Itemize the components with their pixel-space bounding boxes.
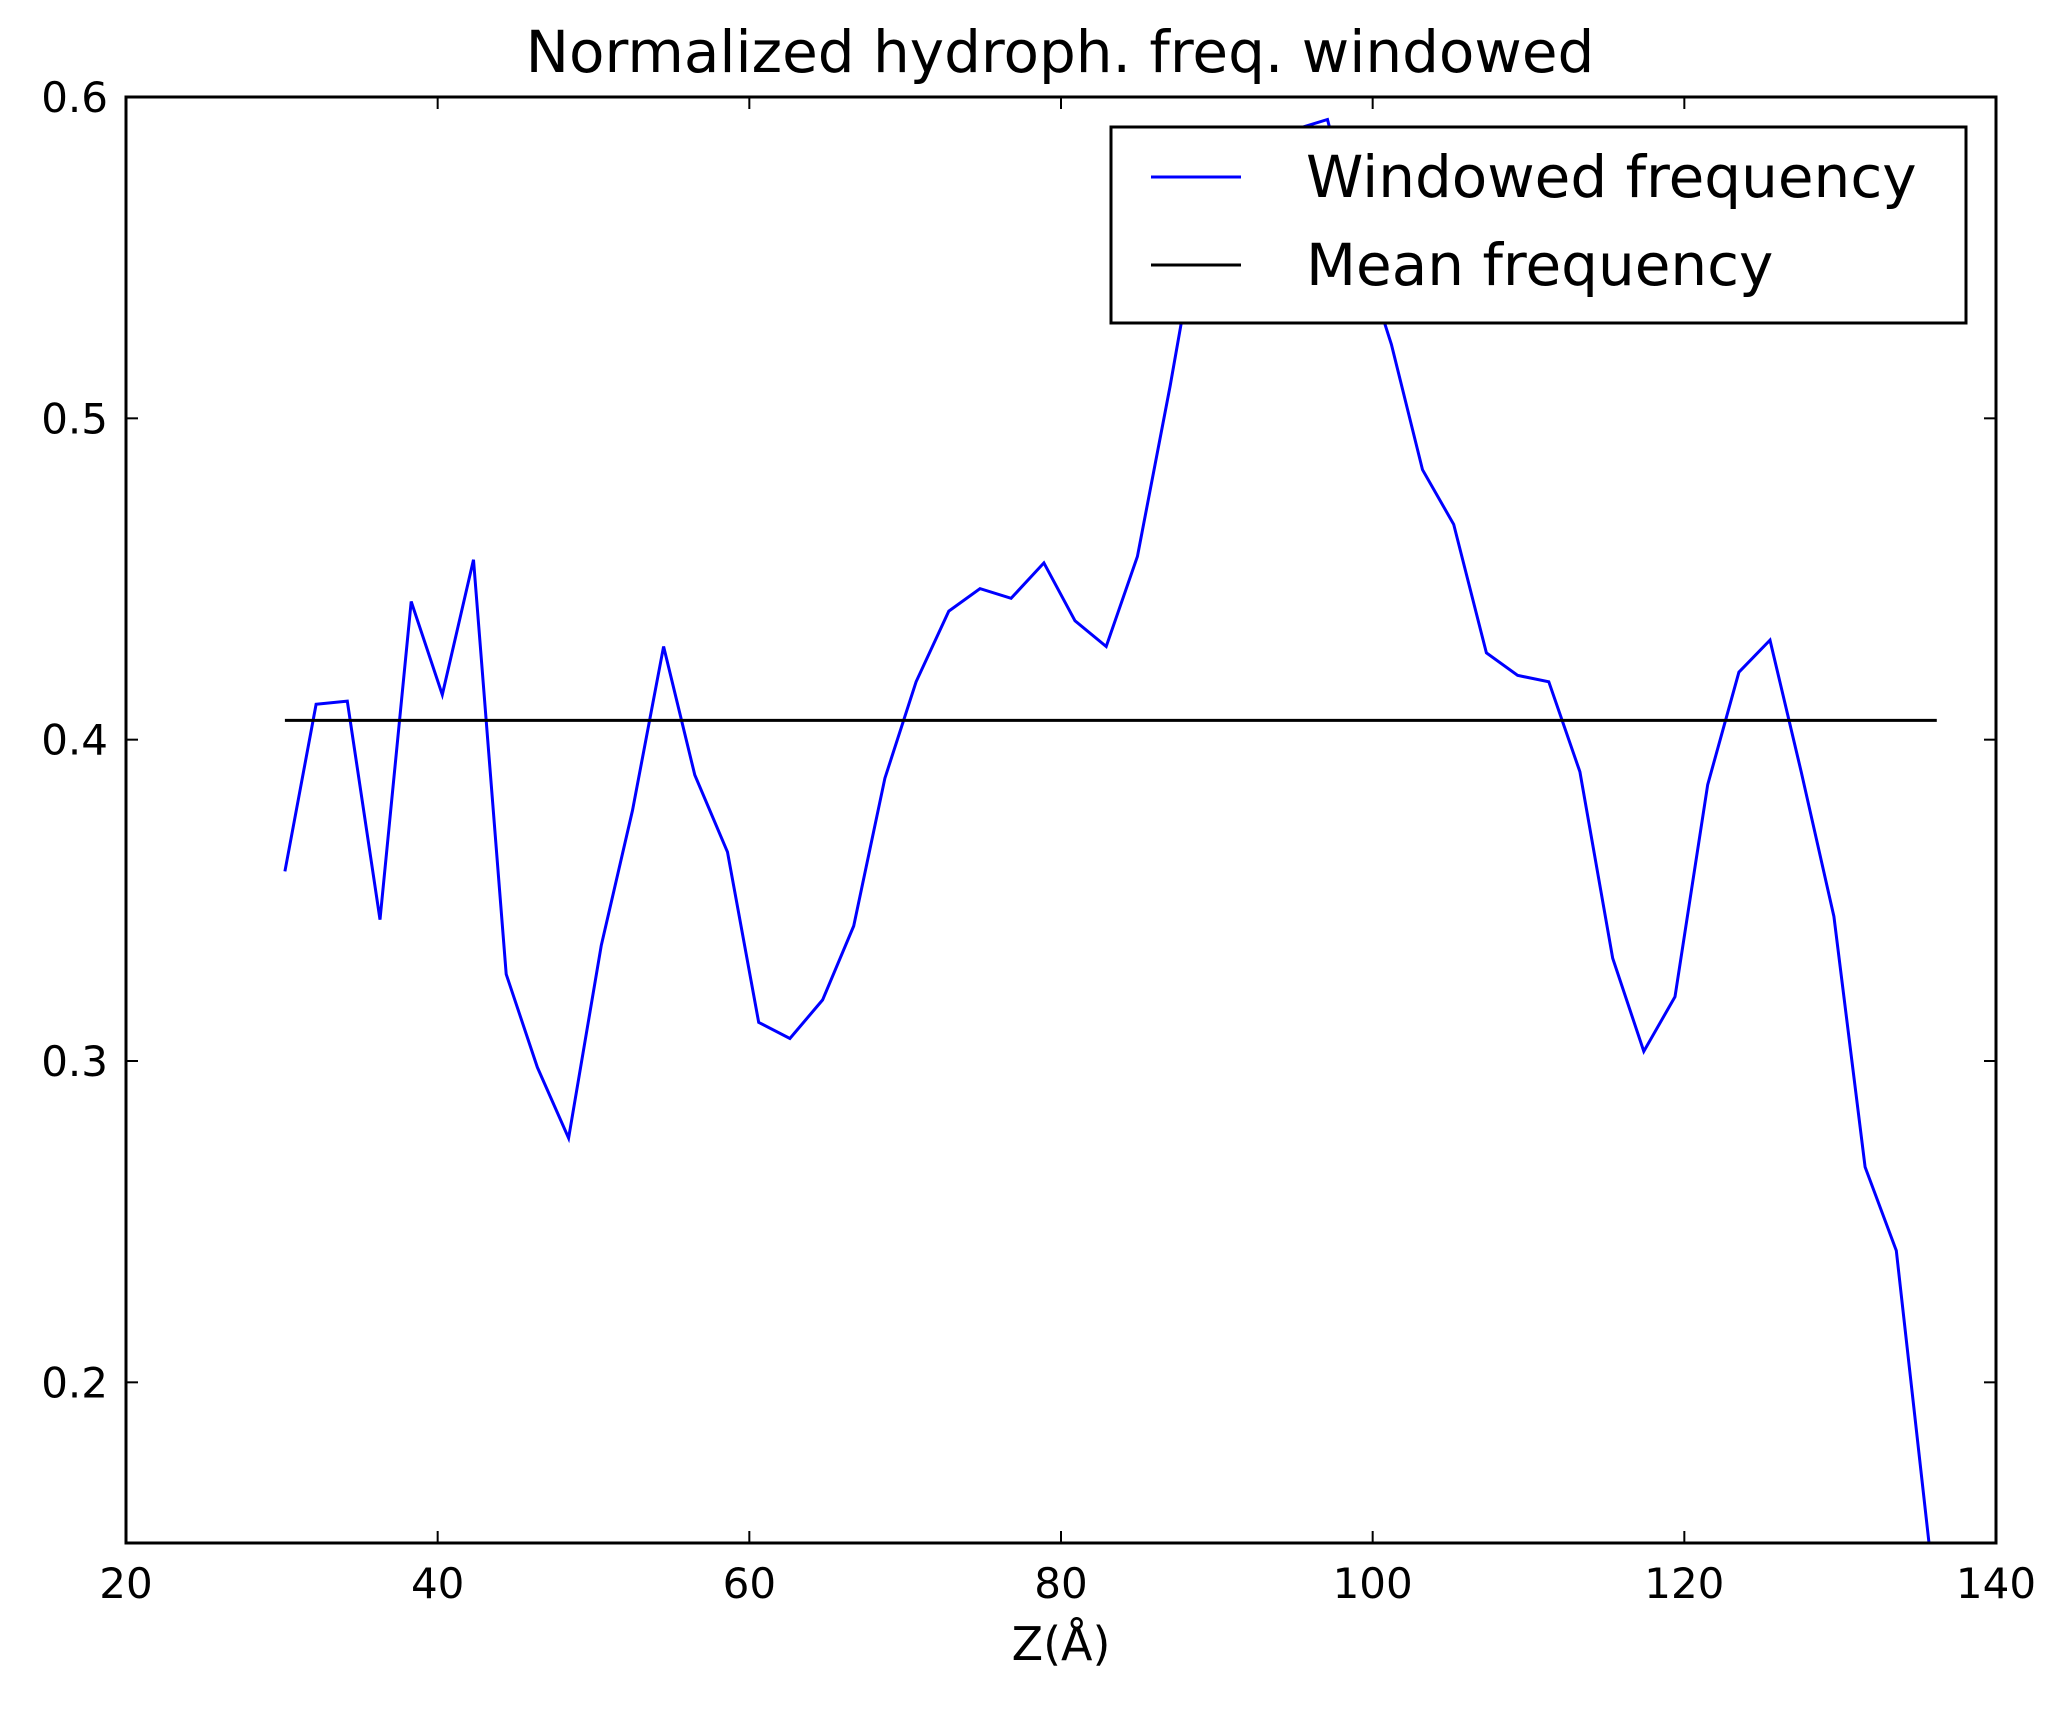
legend-box: [1109, 125, 1968, 325]
x-tick-label: 40: [411, 1559, 464, 1608]
y-tick-label: 0.3: [41, 1037, 108, 1086]
x-tick-label: 20: [99, 1559, 152, 1608]
chart-title: Normalized hydroph. freq. windowed: [526, 18, 1595, 86]
series-layer: [283, 117, 1937, 1543]
y-tick-label: 0.4: [41, 716, 108, 765]
y-tick-label: 0.6: [41, 73, 108, 122]
y-tick-label: 0.2: [41, 1358, 108, 1407]
x-tick-label: 140: [1956, 1559, 2036, 1608]
legend-label-mean-frequency: Mean frequency: [1306, 231, 1773, 299]
x-tick-label: 100: [1333, 1559, 1413, 1608]
legend: Windowed frequency Mean frequency: [1109, 125, 1968, 325]
series-line-windowed-frequency: [283, 117, 1931, 1543]
x-tick-label: 120: [1644, 1559, 1724, 1608]
x-tick-label: 60: [723, 1559, 776, 1608]
y-tick-label: 0.5: [41, 394, 108, 443]
x-axis-label: Z(Å): [1012, 1617, 1111, 1671]
axis-ticks: 20 40 60 80 100 120 140 0.2 0.3 0.4 0.5 0.6: [41, 73, 2036, 1608]
x-tick-label: 80: [1034, 1559, 1087, 1608]
legend-label-windowed-frequency: Windowed frequency: [1306, 143, 1917, 211]
